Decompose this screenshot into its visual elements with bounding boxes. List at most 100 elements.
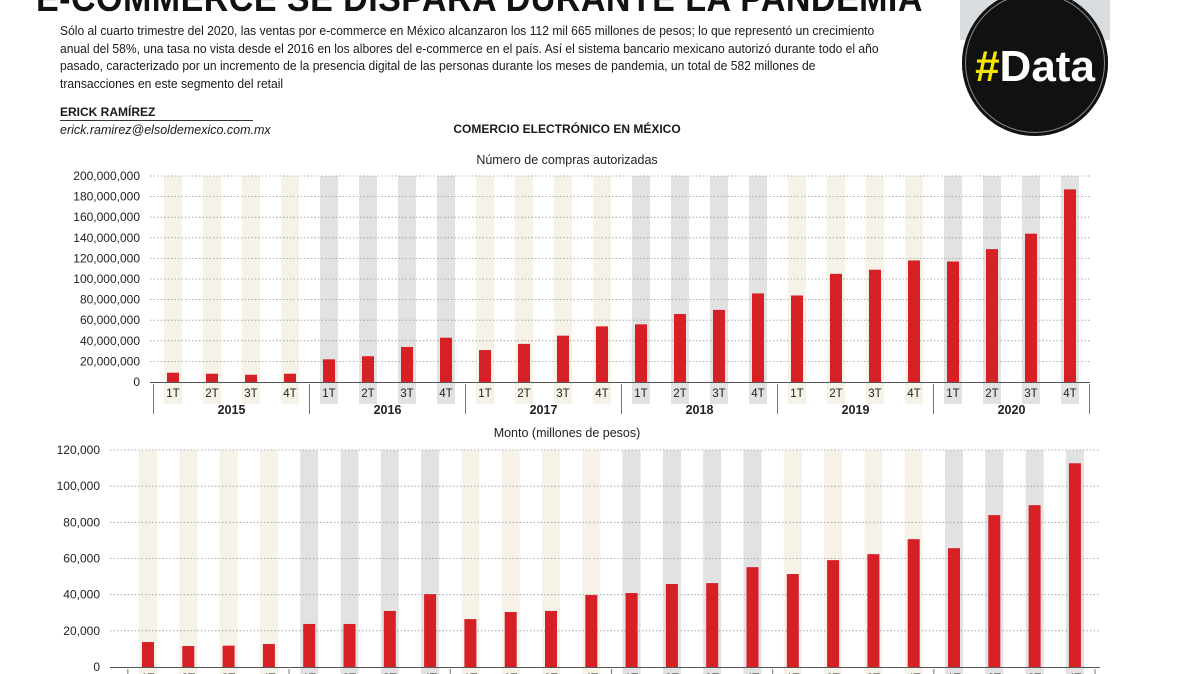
quarter-label: 4T — [751, 388, 764, 400]
column-band — [242, 176, 260, 404]
y-tick-label: 100,000,000 — [73, 272, 140, 286]
bar — [948, 548, 960, 667]
quarter-label: 3T — [244, 388, 257, 400]
bar — [142, 642, 154, 667]
quarter-label: 1T — [946, 388, 959, 400]
quarter-label: 4T — [595, 388, 608, 400]
column-band — [281, 176, 299, 404]
lede-paragraph: Sólo al cuarto trimestre del 2020, las v… — [60, 23, 879, 91]
quarter-label: 3T — [868, 388, 881, 400]
column-band — [203, 176, 221, 404]
bar — [988, 515, 1001, 667]
bar — [1064, 189, 1076, 382]
column-band — [461, 450, 480, 674]
y-tick-label: 60,000,000 — [80, 313, 140, 327]
bar — [440, 337, 452, 382]
data-logo: #Data — [962, 0, 1108, 136]
y-tick-label: 120,000 — [57, 443, 101, 457]
bar — [323, 359, 335, 382]
bar — [206, 373, 218, 382]
year-label: 2015 — [218, 403, 246, 417]
bar — [557, 335, 569, 382]
bar — [245, 374, 257, 382]
bar — [947, 261, 959, 382]
bar — [986, 249, 998, 382]
bar — [635, 324, 647, 382]
quarter-label: 3T — [1024, 388, 1037, 400]
year-label: 2020 — [998, 403, 1026, 417]
quarter-label: 4T — [439, 388, 452, 400]
bar — [713, 309, 725, 382]
bar — [424, 594, 437, 667]
column-band — [164, 176, 182, 404]
quarter-label: 2T — [205, 388, 218, 400]
bar — [907, 539, 920, 667]
y-tick-label: 160,000,000 — [73, 210, 140, 224]
bar — [752, 293, 764, 382]
column-band — [300, 450, 319, 674]
bar — [585, 595, 598, 667]
column-band — [476, 176, 494, 404]
quarter-label: 3T — [712, 388, 725, 400]
author-name: ERICK RAMÍREZ — [60, 105, 253, 121]
column-band — [340, 450, 359, 674]
y-tick-label: 200,000,000 — [73, 169, 140, 183]
column-band — [139, 450, 157, 674]
bar — [284, 373, 296, 382]
quarter-label: 4T — [907, 388, 920, 400]
y-tick-label: 120,000,000 — [73, 251, 140, 265]
bar — [908, 260, 920, 382]
year-label: 2016 — [374, 403, 402, 417]
bar — [665, 583, 678, 667]
bar — [867, 554, 880, 667]
y-tick-label: 20,000,000 — [80, 354, 140, 368]
column-band — [359, 176, 377, 404]
quarter-label: 2T — [361, 388, 374, 400]
quarter-label: 4T — [283, 388, 296, 400]
y-tick-label: 100,000 — [57, 479, 101, 493]
bar — [1025, 233, 1037, 382]
bar — [746, 567, 759, 667]
year-label: 2019 — [842, 403, 870, 417]
year-label: 2018 — [686, 403, 714, 417]
column-band — [219, 450, 238, 674]
y-tick-label: 140,000,000 — [73, 231, 140, 245]
bar — [1028, 505, 1041, 667]
chart-title: COMERCIO ELECTRÓNICO EN MÉXICO — [453, 122, 681, 136]
bar — [1068, 463, 1081, 667]
bar — [596, 326, 608, 382]
quarter-label: 2T — [829, 388, 842, 400]
quarter-label: 4T — [1063, 388, 1076, 400]
bar — [791, 295, 803, 382]
y-tick-label: 40,000,000 — [80, 334, 140, 348]
bar — [401, 346, 413, 382]
bar — [625, 593, 638, 667]
quarter-label: 1T — [322, 388, 335, 400]
bar — [222, 645, 235, 667]
chart-subtitle: Número de compras autorizadas — [476, 153, 657, 167]
bar — [262, 644, 275, 667]
bar — [674, 314, 686, 382]
bar — [827, 560, 840, 667]
column-band — [320, 176, 338, 404]
quarter-label: 1T — [166, 388, 179, 400]
y-tick-label: 0 — [133, 375, 140, 389]
y-tick-label: 0 — [93, 660, 100, 674]
bar — [706, 583, 719, 667]
author-email[interactable]: erick.ramirez@elsoldemexico.com.mx — [60, 123, 271, 137]
quarter-label: 2T — [673, 388, 686, 400]
bar — [830, 273, 842, 382]
quarter-label: 1T — [790, 388, 803, 400]
y-tick-label: 40,000 — [63, 588, 100, 602]
quarter-label: 3T — [556, 388, 569, 400]
bar — [303, 623, 316, 667]
y-tick-label: 80,000 — [63, 515, 100, 529]
bar — [518, 343, 530, 382]
bar — [545, 610, 557, 667]
column-band — [259, 450, 278, 674]
quarter-label: 2T — [517, 388, 530, 400]
quarter-label: 1T — [478, 388, 491, 400]
y-tick-label: 80,000,000 — [80, 293, 140, 307]
headline: E-COMMERCE SE DISPARA DURANTE LA PANDEMI… — [36, 0, 923, 20]
